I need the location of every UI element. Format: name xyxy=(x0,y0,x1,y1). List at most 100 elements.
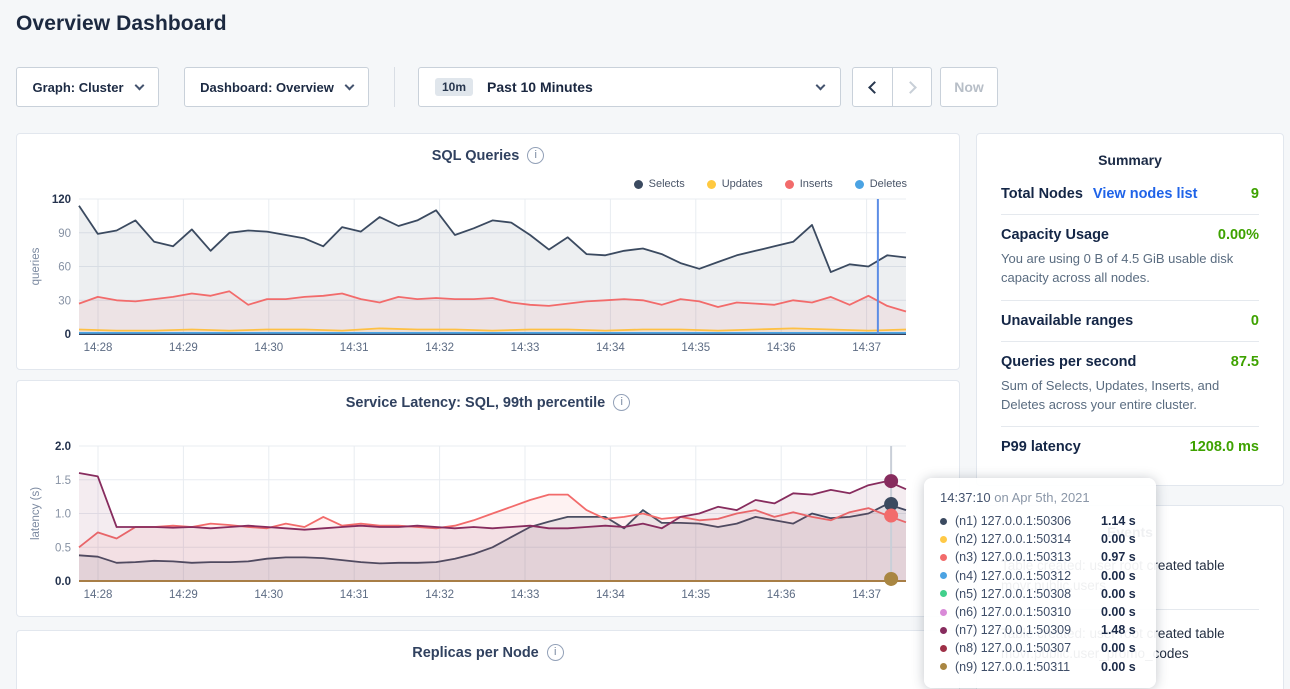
qps-desc: Sum of Selects, Updates, Inserts, and De… xyxy=(1001,377,1220,412)
n6-dot-icon xyxy=(940,608,947,616)
tooltip-node-value: 1.48 s xyxy=(1101,623,1136,638)
tooltip-row-n4: (n4) 127.0.0.1:50312 0.00 s xyxy=(940,567,1140,585)
qps-label: Queries per second xyxy=(1001,353,1137,370)
tooltip-node-value: 0.00 s xyxy=(1101,659,1136,674)
replicas-panel: Replicas per Node i xyxy=(16,630,960,689)
svg-text:14:37: 14:37 xyxy=(852,342,881,354)
n1-dot-icon xyxy=(940,517,947,525)
svg-text:latency (s): latency (s) xyxy=(30,487,42,540)
svg-text:14:33: 14:33 xyxy=(511,589,540,601)
now-button-label: Now xyxy=(954,79,984,95)
time-range-badge: 10m xyxy=(435,78,474,96)
capacity-label: Capacity Usage xyxy=(1001,227,1109,243)
svg-text:14:28: 14:28 xyxy=(84,342,113,354)
replicas-title: Replicas per Node xyxy=(412,644,539,661)
n2-dot-icon xyxy=(940,535,947,543)
legend-item-inserts: Inserts xyxy=(784,178,833,190)
legend-label: Inserts xyxy=(799,178,833,190)
svg-text:14:32: 14:32 xyxy=(425,342,454,354)
svg-text:14:31: 14:31 xyxy=(340,589,369,601)
svg-text:14:30: 14:30 xyxy=(254,342,283,354)
deletes-dot-icon xyxy=(854,179,864,189)
tooltip-node-name: (n7) 127.0.0.1:50309 xyxy=(955,623,1072,638)
svg-text:1.5: 1.5 xyxy=(55,475,71,487)
svg-text:0.5: 0.5 xyxy=(55,542,71,554)
chevron-down-icon xyxy=(134,80,144,90)
service-latency-title: Service Latency: SQL, 99th percentile xyxy=(345,394,606,411)
svg-text:14:34: 14:34 xyxy=(596,589,625,601)
summary-p99: P99 latency 1208.0 ms xyxy=(1001,426,1259,467)
svg-text:0.0: 0.0 xyxy=(55,576,71,588)
legend-item-deletes: Deletes xyxy=(854,178,907,190)
total-nodes-value: 9 xyxy=(1250,186,1259,202)
sql-queries-title: SQL Queries xyxy=(431,147,520,164)
tooltip-node-value: 0.97 s xyxy=(1101,550,1136,565)
tooltip-date: on Apr 5th, 2021 xyxy=(990,490,1090,505)
svg-text:14:36: 14:36 xyxy=(767,589,796,601)
svg-text:14:28: 14:28 xyxy=(84,589,113,601)
now-button[interactable]: Now xyxy=(940,67,998,107)
time-range-dropdown[interactable]: 10m Past 10 Minutes xyxy=(418,67,841,107)
svg-text:14:29: 14:29 xyxy=(169,589,198,601)
info-icon[interactable]: i xyxy=(546,644,564,661)
view-nodes-list-link[interactable]: View nodes list xyxy=(1092,186,1198,202)
qps-value: 87.5 xyxy=(1230,353,1259,370)
tooltip-row-n5: (n5) 127.0.0.1:50308 0.00 s xyxy=(940,585,1140,603)
service-latency-chart[interactable]: 14:28 14:29 14:30 14:31 14:32 14:33 14:34 14:35… xyxy=(17,381,961,618)
updates-dot-icon xyxy=(706,179,716,189)
total-nodes-label: Total Nodes xyxy=(1001,186,1083,202)
sql-queries-panel: SQL Queries i Selects Updates Inserts De… xyxy=(16,133,960,370)
dashboard-dropdown[interactable]: Dashboard: Overview xyxy=(184,67,369,107)
svg-text:120: 120 xyxy=(52,194,71,206)
svg-text:14:37: 14:37 xyxy=(852,589,881,601)
tooltip-row-n8: (n8) 127.0.0.1:50307 0.00 s xyxy=(940,639,1140,657)
graph-scope-dropdown-label: Graph: Cluster xyxy=(32,79,124,95)
page-title: Overview Dashboard xyxy=(16,12,227,35)
p99-latency-label: P99 latency xyxy=(1001,439,1081,456)
legend-item-selects: Selects xyxy=(633,178,685,190)
tooltip-row-n9: (n9) 127.0.0.1:50311 0.00 s xyxy=(940,658,1140,676)
chevron-left-icon xyxy=(868,80,881,94)
n9-dot-icon xyxy=(940,663,947,671)
time-next-button[interactable] xyxy=(892,68,931,106)
tooltip-node-name: (n5) 127.0.0.1:50308 xyxy=(955,586,1072,601)
info-icon[interactable]: i xyxy=(527,147,545,164)
graph-scope-dropdown[interactable]: Graph: Cluster xyxy=(16,67,159,107)
tooltip-node-value: 0.00 s xyxy=(1101,641,1136,656)
svg-text:90: 90 xyxy=(58,228,71,240)
n7-dot-icon xyxy=(940,626,947,634)
tooltip-node-name: (n6) 127.0.0.1:50310 xyxy=(955,605,1072,620)
p99-latency-value: 1208.0 ms xyxy=(1189,439,1259,456)
svg-text:queries: queries xyxy=(30,247,42,285)
tooltip-node-value: 0.00 s xyxy=(1101,586,1136,601)
legend-label: Updates xyxy=(721,178,763,190)
n4-dot-icon xyxy=(940,572,947,580)
svg-text:60: 60 xyxy=(58,262,71,274)
svg-text:30: 30 xyxy=(58,295,71,307)
tooltip-row-n7: (n7) 127.0.0.1:50309 1.48 s xyxy=(940,621,1140,639)
svg-text:0: 0 xyxy=(65,329,71,341)
svg-text:14:31: 14:31 xyxy=(340,342,369,354)
legend-label: Deletes xyxy=(869,178,907,190)
tooltip-row-n1: (n1) 127.0.0.1:50306 1.14 s xyxy=(940,512,1140,530)
legend-label: Selects xyxy=(648,178,685,190)
tooltip-time: 14:37:10 xyxy=(940,490,991,505)
n8-dot-icon xyxy=(940,644,947,652)
svg-text:14:32: 14:32 xyxy=(425,589,454,601)
unavailable-ranges-value: 0 xyxy=(1250,312,1259,329)
tooltip-node-name: (n9) 127.0.0.1:50311 xyxy=(955,659,1071,674)
dashboard-dropdown-label: Dashboard: Overview xyxy=(200,79,334,95)
tooltip-row-n2: (n2) 127.0.0.1:50314 0.00 s xyxy=(940,530,1140,548)
time-prev-button[interactable] xyxy=(853,68,892,106)
tooltip-node-name: (n3) 127.0.0.1:50313 xyxy=(955,550,1072,565)
selects-dot-icon xyxy=(633,179,643,189)
tooltip-node-name: (n2) 127.0.0.1:50314 xyxy=(955,532,1072,547)
n3-dot-icon xyxy=(940,553,947,561)
sql-queries-chart[interactable]: 14:28 14:29 14:30 14:31 14:32 14:33 14:34 14:35… xyxy=(17,134,961,371)
tooltip-node-name: (n8) 127.0.0.1:50307 xyxy=(955,641,1072,656)
info-icon[interactable]: i xyxy=(613,394,631,411)
tooltip-node-value: 0.00 s xyxy=(1101,605,1136,620)
unavailable-ranges-label: Unavailable ranges xyxy=(1001,312,1134,329)
svg-text:14:35: 14:35 xyxy=(681,342,710,354)
tooltip-node-name: (n1) 127.0.0.1:50306 xyxy=(955,514,1072,529)
